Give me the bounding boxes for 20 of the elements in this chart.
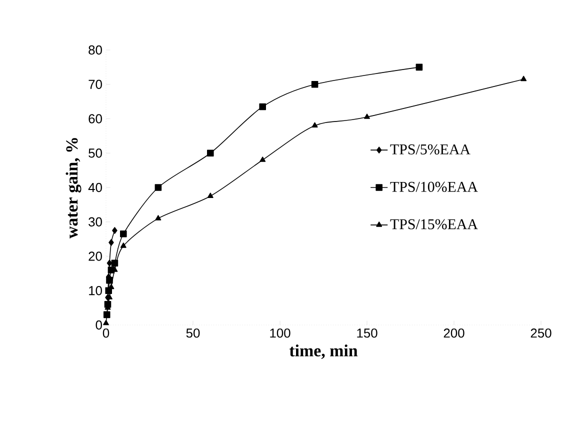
y-tick-label: 30: [88, 217, 102, 226]
legend-label: TPS/5%EAA: [390, 144, 470, 155]
x-tick-label: 0: [102, 328, 110, 338]
y-tick-label: 20: [88, 252, 102, 261]
x-tick-label: 150: [357, 328, 378, 338]
y-axis-title: water gain, %: [66, 138, 82, 238]
x-tick-label: 200: [444, 328, 464, 338]
y-tick-label: 40: [88, 182, 102, 192]
x-axis-title: time, min: [289, 344, 358, 359]
y-tick-label: 60: [88, 114, 102, 124]
y-tick-label: 10: [89, 286, 102, 296]
y-tick-label: 50: [88, 148, 102, 158]
y-tick-label: 80: [88, 45, 102, 55]
y-tick-label: 70: [88, 80, 102, 89]
y-tick-label: 0: [96, 320, 102, 330]
x-tick-label: 50: [186, 328, 200, 338]
legend-label: TPS/15%EAA: [390, 219, 478, 230]
legend-label: TPS/10%EAA: [390, 182, 478, 192]
x-tick-label: 100: [270, 328, 290, 338]
x-tick-label: 250: [530, 328, 552, 338]
